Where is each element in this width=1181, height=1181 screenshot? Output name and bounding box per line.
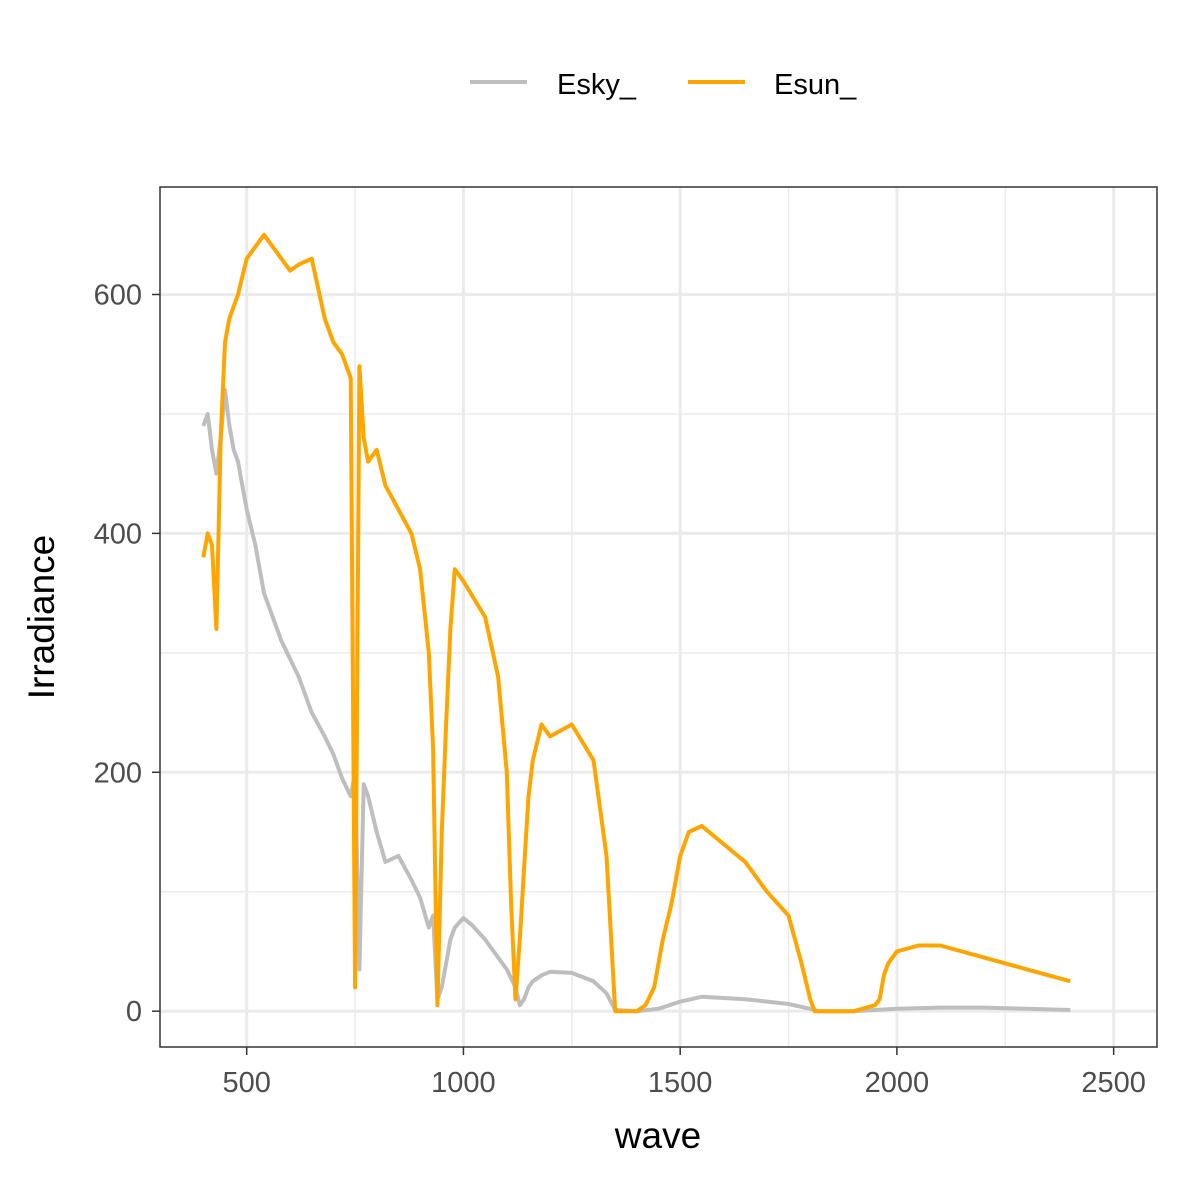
- legend-label-esun: Esun_: [774, 69, 857, 101]
- series-line-esky: [201, 388, 1071, 1014]
- y-tick-label: 400: [94, 518, 142, 550]
- series-line-esun: [201, 232, 1071, 1014]
- panel-border: [159, 186, 1158, 1048]
- y-axis-title: Irradiance: [21, 535, 62, 700]
- grid-major: [160, 187, 1157, 1047]
- legend-label-esky: Esky_: [557, 69, 637, 101]
- series-layer: [201, 232, 1071, 1014]
- x-tick-label: 1000: [431, 1067, 496, 1099]
- legend: Esky_ Esun_: [470, 69, 857, 101]
- x-tick-label: 2000: [865, 1067, 930, 1099]
- x-tick-label: 500: [223, 1067, 271, 1099]
- x-tick-label: 1500: [648, 1067, 713, 1099]
- y-tick-label: 600: [94, 280, 142, 312]
- y-axis: 0 200 400 600: [94, 280, 160, 1028]
- y-tick-label: 200: [94, 757, 142, 789]
- x-axis-title: wave: [614, 1115, 701, 1156]
- y-tick-label: 0: [126, 996, 142, 1028]
- x-tick-label: 2500: [1081, 1067, 1146, 1099]
- x-axis: 500 1000 1500 2000 2500: [223, 1047, 1146, 1099]
- grid-minor: [160, 187, 1157, 1047]
